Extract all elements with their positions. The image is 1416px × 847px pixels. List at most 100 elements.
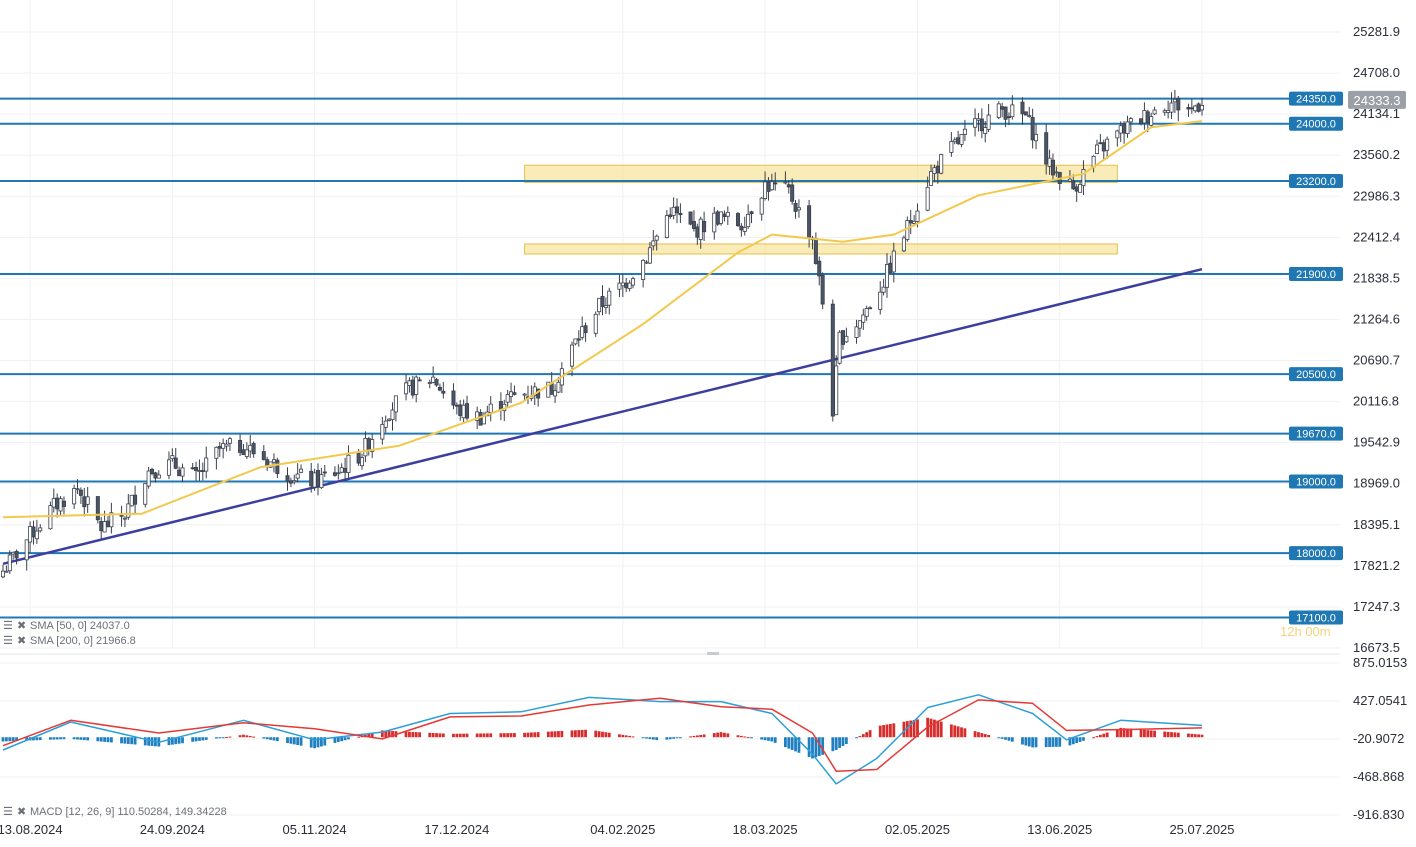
candle-body [1142,110,1147,124]
macd-hist-bar [668,737,672,740]
macd-hist-bar [716,732,720,738]
macd-hist-bar [838,737,841,748]
macd-hist-bar [76,737,79,740]
candle-body [390,409,395,420]
macd-legend[interactable]: ☰ ✖ MACD [12, 26, 9] 110.50284, 149.3422… [3,806,227,818]
candle-body [617,282,622,290]
pane-resize-handle[interactable] [707,652,719,655]
candle-body [133,494,138,505]
macd-hist-bar [275,737,279,742]
candle-body [75,488,80,491]
macd-hist-bar [750,737,753,739]
macd-hist-bar [1190,733,1194,738]
candle-body [1006,116,1011,119]
candle-body [570,344,575,367]
price-axis: 25281.9 24708.0 24134.1 23560.2 22986.3 22412… [1353,24,1400,655]
macd-hist-bar [126,737,130,744]
candle-body [1078,184,1083,193]
candlestick-series [0,89,1205,579]
candle-body [647,247,652,264]
candle-body [248,444,253,452]
macd-hist-bar [25,737,29,741]
candle-body [346,454,351,474]
macd-hist-bar [665,737,669,740]
candle-body [620,282,625,287]
macd-hist-bar [49,737,52,740]
macd-hist-bar [787,737,791,749]
last-price-tag: 24333.3 [1348,90,1406,109]
candle-body [150,468,155,474]
macd-hist-bar [15,737,18,741]
candle-body [441,390,446,394]
candle-body [925,186,930,211]
macd-hist-bar [794,737,797,752]
support-zone[interactable] [524,243,1118,255]
macd-hist-bar [8,737,12,742]
macd-hist-bar [783,737,787,748]
macd-hist-bar [1126,728,1129,738]
legend-menu-icon[interactable]: ☰ [3,620,13,632]
legend-close-icon[interactable]: ✖ [17,806,26,818]
macd-hist-bar [570,730,574,738]
candle-body [312,472,317,488]
macd-hist-bar [1193,734,1197,738]
macd-hist-bar [1027,737,1031,747]
support-zone[interactable] [524,164,1118,183]
candle-body [1023,111,1028,116]
candle-body [712,212,717,233]
macd-hist-bar [367,734,371,738]
candle-body [715,211,720,225]
sma50-legend[interactable]: ☰ ✖ SMA [50, 0] 24037.0 [3,620,130,632]
candle-body [404,382,409,395]
candle-body [363,437,368,457]
level-label-box [1289,367,1343,382]
candle-body [360,457,365,467]
legend-close-icon[interactable]: ✖ [17,635,26,647]
macd-hist-bar [506,733,510,738]
macd-hist-bar [997,737,1001,739]
level-label: 19000.0 [1296,477,1336,489]
macd-hist-bar [336,737,340,743]
macd-hist-bar [147,737,151,746]
candle-body [339,467,344,473]
candle-body [393,395,398,413]
legend-close-icon[interactable]: ✖ [17,620,26,632]
candle-body [315,470,320,487]
macd-hist-bar [868,730,872,738]
macd-hist-bar [817,737,821,757]
macd-hist-bar [191,737,195,742]
macd-hist-bar [380,730,384,738]
macd-hist-bar [980,733,984,738]
legend-menu-icon[interactable]: ☰ [3,806,13,818]
level-label: 21900.0 [1296,269,1336,281]
time-tick-label: 18.03.2025 [733,822,798,837]
candle-body [522,393,527,396]
candle-body [1193,105,1198,112]
sma200-legend[interactable]: ☰ ✖ SMA [200, 0] 21966.8 [3,635,136,647]
candle-body [465,403,470,419]
macd-hist-bar [983,734,987,738]
macd-hist-bar [601,731,604,738]
candle-body [1125,121,1130,135]
candle-body [844,335,849,343]
candle-body [177,469,182,477]
macd-hist-bar [1187,733,1190,738]
macd-hist-bar [465,733,469,738]
candle-body [414,376,419,395]
macd-hist-bar [269,737,272,740]
macd-hist-bar [526,732,530,738]
price-tick-label: 17247.3 [1353,599,1400,614]
macd-hist-bar [767,737,770,741]
macd-hist-bar [905,721,909,738]
candle-body [600,296,605,307]
legend-menu-icon[interactable]: ☰ [3,635,13,647]
level-label-box [1289,267,1343,282]
macd-hist-bar [1051,737,1055,747]
candle-body [854,326,859,338]
candle-body [1186,107,1191,110]
candle-body [7,554,12,572]
macd-hist-bar [479,733,482,738]
candle-body [285,475,290,482]
macd-hist-bar [909,720,913,738]
macd-tick-label: -468.868 [1353,769,1404,784]
